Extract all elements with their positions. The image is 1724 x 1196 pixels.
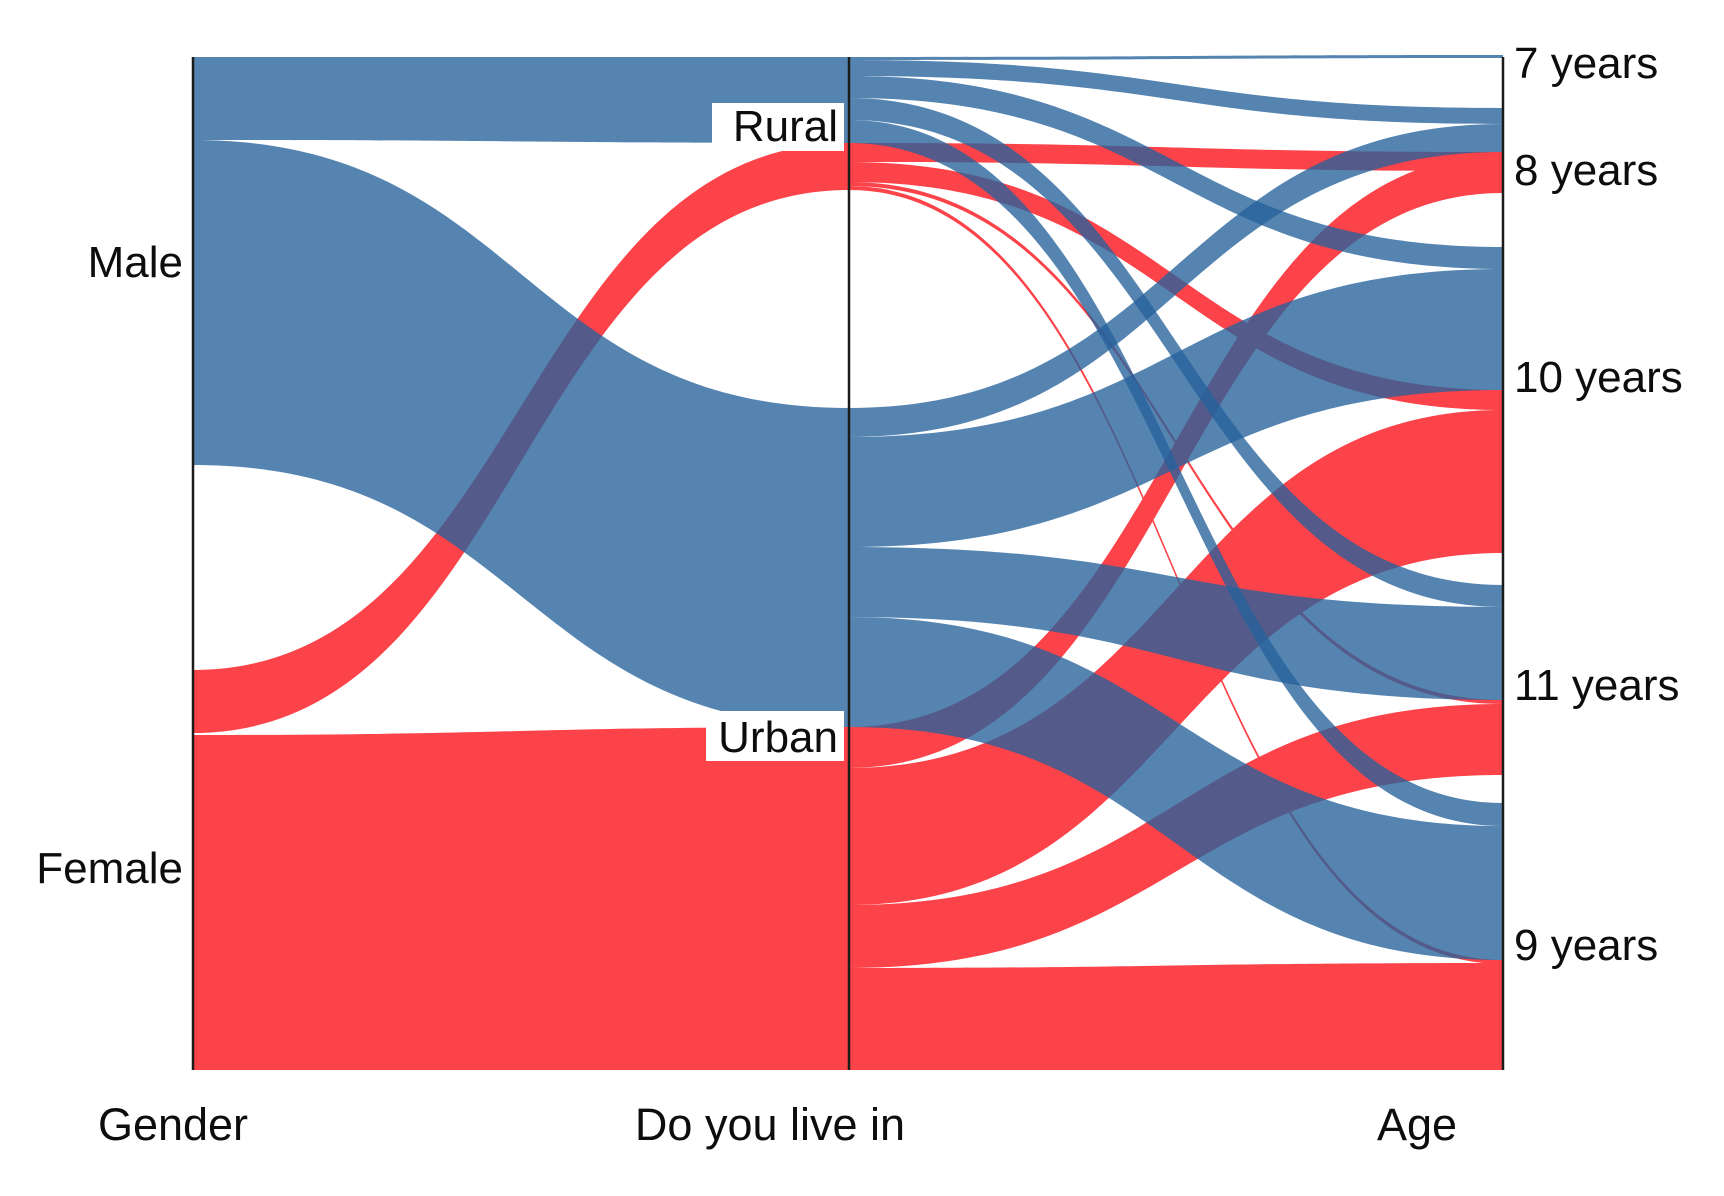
stratum-label-11-years: 11 years: [1514, 661, 1680, 710]
flow-rural-to-9-years: [849, 120, 1503, 826]
flow-urban-to-9-years: [849, 963, 1503, 1070]
axis-lines: [191, 57, 1505, 1070]
flow-male-to-rural: [193, 57, 849, 143]
stratum-label-9-years: 9 years: [1514, 921, 1658, 970]
flow-urban-to-10-years: [849, 269, 1503, 547]
flow-rural-to-9-years: [849, 186, 1503, 964]
stratum-label-rural: Rural: [733, 102, 838, 151]
axis-title-gender: Gender: [98, 1099, 248, 1150]
flow-urban-to-8-years: [849, 124, 1503, 437]
flow-urban-to-9-years: [849, 617, 1503, 960]
stratum-label-female: Female: [36, 844, 183, 893]
stratum-label-male: Male: [88, 238, 183, 287]
stratum-label-8-years: 8 years: [1514, 146, 1658, 195]
flow-urban-to-11-years: [849, 547, 1503, 700]
axis-title-age: Age: [1377, 1099, 1457, 1150]
stratum-label-7-years: 7 years: [1514, 39, 1658, 88]
flow-male-to-urban: [193, 140, 849, 727]
axis-title-residence: Do you live in: [635, 1099, 905, 1150]
flow-rural-to-10-years: [849, 76, 1503, 269]
flow-rural-to-7-years: [849, 55, 1503, 60]
flow-rural-to-11-years: [849, 98, 1503, 607]
flow-rural-to-8-years: [849, 60, 1503, 124]
stratum-label-10-years: 10 years: [1514, 353, 1683, 402]
chart-labels: Male Female Rural Urban 7 years 8 years …: [36, 39, 1682, 1150]
flow-female-to-urban: [193, 727, 849, 1070]
rural-label-box: [712, 103, 844, 151]
stratum-label-urban: Urban: [718, 713, 838, 762]
urban-label-box: [706, 711, 844, 761]
flow-ribbons: [193, 55, 1503, 1070]
